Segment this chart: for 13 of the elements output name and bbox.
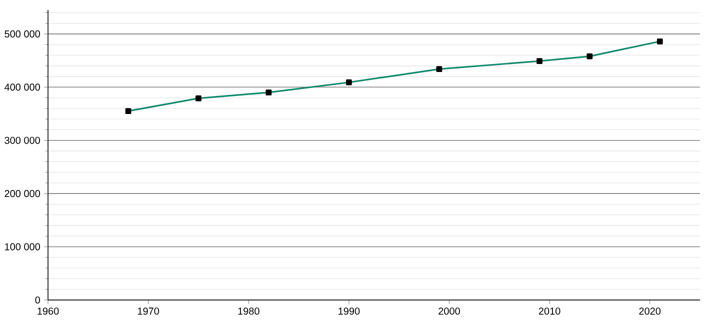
x-tick-label: 2000	[438, 308, 460, 315]
x-tick-label: 1990	[338, 308, 360, 315]
y-tick-label: 200 000	[4, 190, 40, 198]
y-tick-label: 0	[35, 296, 40, 304]
y-tick-label: 500 000	[4, 30, 40, 38]
x-tick-label: 1980	[238, 308, 260, 315]
x-tick-label: 2010	[538, 308, 560, 315]
x-tick-label: 2020	[639, 308, 661, 315]
y-tick-label: 400 000	[4, 84, 40, 91]
x-tick-label: 1960	[38, 308, 59, 315]
x-tick-label: 1970	[138, 308, 160, 315]
y-tick-label: 300 000	[4, 136, 40, 144]
y-tick-label: 100 000	[5, 243, 40, 250]
